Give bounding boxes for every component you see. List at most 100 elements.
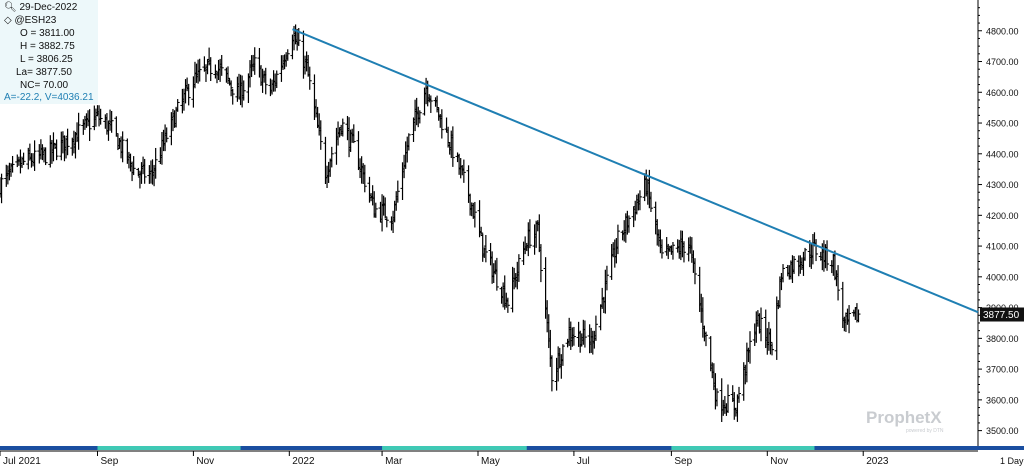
ohlc-bar [781, 264, 786, 283]
ohlc-bar [76, 112, 81, 150]
ohlc-bar [98, 108, 103, 125]
ohlc-bar [197, 58, 202, 82]
ohlc-bars [0, 24, 861, 422]
ohlc-bar [263, 67, 268, 95]
quote-low: L = 3806.25 [20, 54, 73, 65]
quote-high: H = 3882.75 [20, 41, 75, 52]
ohlc-bar [406, 133, 411, 151]
ohlc-bar [0, 173, 4, 204]
ohlc-bar [230, 88, 235, 105]
ohlc-bar [285, 49, 290, 61]
ohlc-bar [219, 55, 224, 76]
ohlc-bar [362, 164, 367, 193]
ohlc-bar [748, 331, 753, 364]
ohlc-bar [538, 244, 543, 283]
ohlc-bar [213, 64, 218, 79]
x-tick-label: Jul 2021 [3, 456, 41, 467]
ohlc-bar [114, 116, 119, 137]
ohlc-bar [417, 110, 422, 124]
ohlc-bar [692, 258, 697, 285]
ohlc-bar [461, 159, 466, 183]
x-tick-label: Sep [100, 456, 118, 467]
ohlc-bar [670, 242, 675, 260]
quote-net-change: NC= 70.00 [20, 80, 69, 91]
y-tick-label: 4300.00 [986, 180, 1019, 190]
y-tick-label: 4100.00 [986, 242, 1019, 252]
ohlc-bar [395, 180, 400, 203]
ohlc-bar [737, 386, 742, 403]
ohlc-bar [803, 247, 808, 261]
magnifier-icon[interactable]: 🔍︎ [4, 2, 17, 13]
quote-date: 29-Dec-2022 [19, 2, 78, 13]
ohlc-bar [241, 80, 246, 101]
y-tick-label: 3500.00 [986, 426, 1019, 436]
timeline-highlight [97, 446, 241, 450]
x-axis: Jul 2021 Sep Nov 2022 Mar May Jul Sep Nov 2023 1 D… [0, 446, 1024, 467]
ohlc-bar [494, 257, 499, 291]
ohlc-bar [483, 235, 488, 263]
ohlc-bar [32, 140, 37, 171]
ohlc-bar [450, 126, 455, 167]
y-tick-label: 4700.00 [986, 57, 1019, 67]
ohlc-bar [703, 331, 708, 347]
trendline-readout: A=-22.2, V=4036.21 [4, 92, 94, 103]
ohlc-bar [714, 388, 719, 407]
ohlc-bar [65, 128, 70, 156]
timeline-highlight [382, 446, 527, 450]
ohlc-bar [560, 344, 565, 366]
ohlc-bar [340, 118, 345, 137]
prophetx-logo: ProphetX [866, 408, 942, 427]
ohlc-bar [505, 297, 510, 313]
ohlc-bar [164, 127, 169, 143]
ohlc-bar [593, 315, 598, 341]
y-tick-label: 4800.00 [986, 26, 1019, 36]
ohlc-bar [770, 343, 775, 356]
y-tick-label: 4400.00 [986, 149, 1019, 159]
x-tick-label: Sep [674, 456, 692, 467]
quote-symbol: @ESH23 [14, 15, 57, 26]
last-price-tag: 3877.50 [980, 307, 1024, 322]
y-tick-label: 4000.00 [986, 272, 1019, 282]
ohlc-bar [87, 109, 92, 142]
x-tick-label: Jul [577, 456, 590, 467]
x-tick-label: May [481, 456, 500, 467]
y-tick-label: 3800.00 [986, 334, 1019, 344]
y-tick-label: 4500.00 [986, 119, 1019, 129]
ohlc-bar [626, 215, 631, 233]
ohlc-bar [527, 219, 532, 249]
ohlc-bar [186, 83, 191, 106]
diamond-icon: ◇ [4, 15, 12, 26]
ohlc-bar [759, 307, 764, 342]
x-tick-label: Nov [196, 456, 214, 467]
ohlc-bar [21, 152, 26, 165]
ohlc-bar [681, 241, 686, 263]
ohlc-bar [582, 320, 587, 348]
ohlc-bar [252, 47, 257, 75]
ohlc-bar [659, 239, 664, 259]
ohlc-bar [479, 226, 484, 235]
ohlc-bar [637, 190, 642, 211]
ohlc-bar [768, 328, 773, 355]
ohlc-bar [274, 70, 279, 89]
ohlc-bar [439, 109, 444, 139]
x-tick-label: Mar [385, 456, 403, 467]
x-tick-label: Nov [770, 456, 788, 467]
ohlc-bar [10, 155, 15, 173]
ohlc-bar [351, 124, 356, 144]
ohlc-bar [208, 57, 213, 82]
svg-text:3877.50: 3877.50 [983, 310, 1020, 321]
ohlc-bar [120, 131, 125, 163]
ohlc-bar [836, 265, 841, 301]
quote-info-panel: 🔍︎ 29-Dec-2022 ◇ @ESH23 O = 3811.00 H = … [0, 0, 98, 104]
quote-open: O = 3811.00 [20, 28, 75, 39]
ohlc-bar [307, 66, 312, 90]
ohlc-bar [142, 158, 147, 184]
y-tick-label: 3600.00 [986, 395, 1019, 405]
ohlc-bar [428, 95, 433, 113]
x-tick-label: 2022 [292, 456, 315, 467]
ohlc-bar [318, 120, 323, 150]
ohlc-bar [648, 191, 653, 213]
ohlc-bar [373, 202, 378, 218]
y-tick-label: 4200.00 [986, 211, 1019, 221]
